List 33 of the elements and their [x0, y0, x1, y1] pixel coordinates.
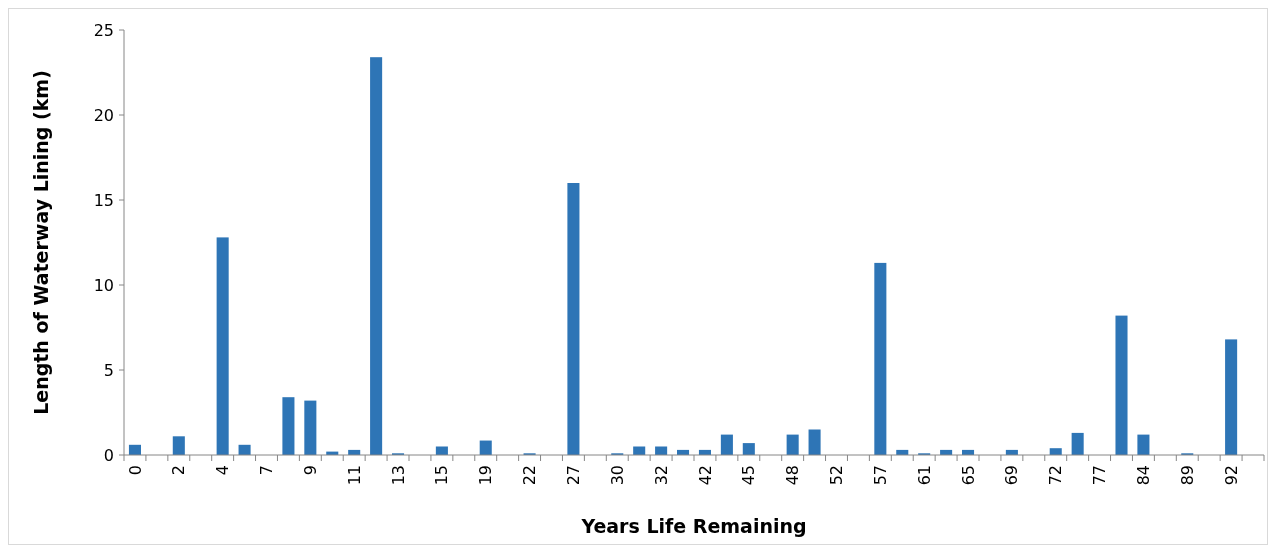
x-tick-label: 27 [564, 465, 584, 486]
y-tick-label: 25 [93, 20, 114, 40]
x-axis-title: Years Life Remaining [580, 515, 807, 537]
x-tick-label: 69 [1002, 465, 1022, 486]
x-tick-label: 84 [1134, 465, 1154, 486]
x-tick-label: 22 [520, 465, 540, 486]
x-tick-label: 7 [257, 465, 277, 476]
x-tick-label: 77 [1090, 465, 1110, 486]
x-tick-label: 2 [169, 465, 189, 476]
x-tick-label: 15 [432, 465, 452, 486]
x-tick-label: 0 [125, 465, 145, 476]
x-tick-label: 92 [1221, 465, 1241, 486]
x-tick-label: 65 [958, 465, 978, 486]
y-tick-label: 15 [93, 190, 114, 210]
x-tick-label: 52 [827, 465, 847, 486]
y-tick-label: 20 [93, 105, 114, 125]
x-tick-label: 89 [1177, 465, 1197, 486]
x-tick-label: 72 [1046, 465, 1066, 486]
x-tick-label: 57 [870, 465, 890, 486]
x-tick-label: 13 [388, 465, 408, 486]
x-tick-label: 45 [739, 465, 759, 486]
x-tick-label: 30 [607, 465, 627, 486]
x-tick-label: 42 [695, 465, 715, 486]
x-tick-label: 32 [651, 465, 671, 486]
x-tick-label: 4 [213, 465, 233, 476]
x-tick-label: 9 [300, 465, 320, 476]
x-tick-label: 61 [914, 465, 934, 486]
y-tick-label: 10 [93, 275, 114, 295]
x-tick-label: 48 [783, 465, 803, 486]
y-tick-label: 5 [103, 360, 114, 380]
x-tick-label: 11 [344, 465, 364, 486]
x-tick-label: 19 [476, 465, 496, 486]
y-axis-title: Length of Waterway Lining (km) [30, 70, 52, 415]
